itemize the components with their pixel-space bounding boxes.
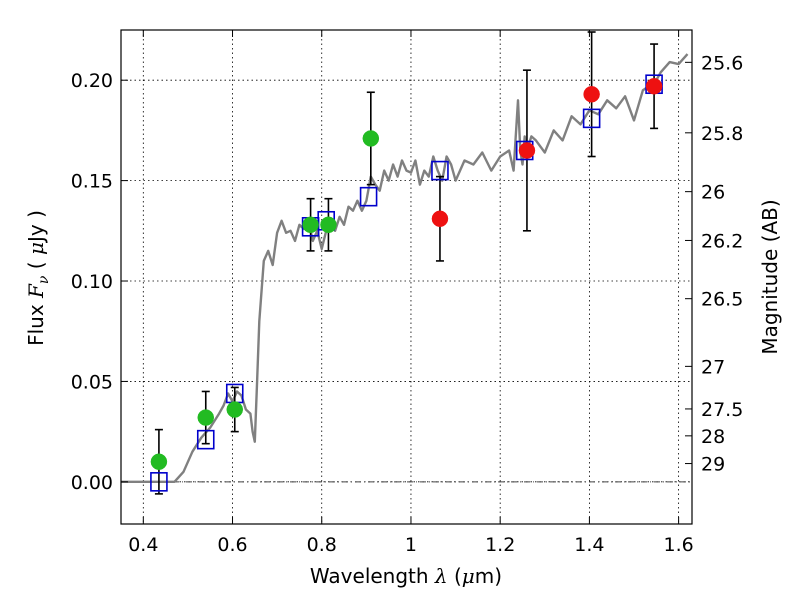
y-tick-label: 0.05 [71, 371, 113, 393]
magnitude-tick-label: 26.5 [701, 289, 743, 311]
red-data-point [646, 78, 662, 94]
magnitude-tick-label: 27.5 [701, 399, 743, 421]
x-axis-label: Wavelength λ (μm) [310, 564, 502, 588]
x-tick-label: 1.4 [574, 534, 604, 556]
green-data-point [198, 410, 214, 426]
green-data-point [151, 454, 167, 470]
magnitude-tick-label: 27 [701, 356, 725, 378]
x-tick-label: 0.4 [128, 534, 158, 556]
magnitude-tick-label: 25.6 [701, 52, 743, 74]
magnitude-tick-label: 25.8 [701, 123, 743, 145]
y-tick-label: 0.15 [71, 171, 113, 193]
y-tick-label: 0.20 [71, 70, 113, 92]
x-tick-label: 0.8 [307, 534, 337, 556]
green-data-point [303, 217, 319, 233]
magnitude-tick-label: 28 [701, 426, 725, 448]
magnitude-tick-label: 26 [701, 182, 725, 204]
magnitude-tick-label: 29 [701, 454, 725, 476]
x-tick-label: 1.6 [664, 534, 694, 556]
x-tick-label: 0.6 [217, 534, 247, 556]
y-axis-label-right: Magnitude (AB) [758, 199, 782, 354]
chart-background [0, 0, 800, 600]
y-tick-label: 0.00 [71, 472, 113, 494]
x-tick-label: 1 [405, 534, 417, 556]
x-tick-label: 1.2 [485, 534, 515, 556]
green-data-point [320, 217, 336, 233]
y-tick-label: 0.10 [71, 271, 113, 293]
green-data-point [227, 402, 243, 418]
green-data-point [363, 130, 379, 146]
sed-chart: 0.4 0.6 0.8 1 1.2 1.4 1.6 0.00 0.05 0.10 0.15 0.20… [0, 0, 800, 600]
magnitude-tick-label: 26.2 [701, 230, 743, 252]
red-data-point [519, 142, 535, 158]
red-data-point [432, 211, 448, 227]
red-data-point [584, 86, 600, 102]
